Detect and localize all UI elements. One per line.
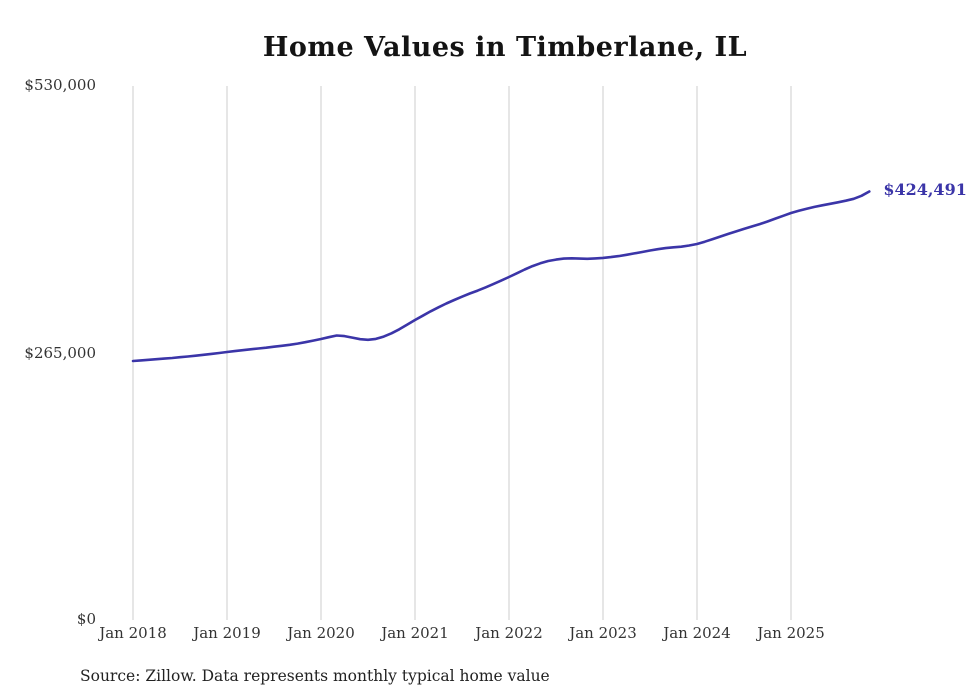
x-axis-tick-label: Jan 2020 xyxy=(287,624,355,642)
home-value-line xyxy=(131,190,871,363)
y-axis-tick-label: $530,000 xyxy=(24,76,96,94)
y-axis-tick-label: $265,000 xyxy=(24,344,96,362)
chart-title: Home Values in Timberlane, IL xyxy=(262,32,748,63)
x-axis-tick-label: Jan 2018 xyxy=(99,624,167,642)
current-value-label: $424,491 xyxy=(883,179,967,199)
y-axis-tick-label: $0 xyxy=(76,610,96,628)
x-axis-tick-label: Jan 2024 xyxy=(663,624,731,642)
x-axis-tick-label: Jan 2021 xyxy=(381,624,449,642)
x-axis-tick-label: Jan 2023 xyxy=(569,624,637,642)
source-note: Source: Zillow. Data represents monthly … xyxy=(80,667,550,685)
x-axis-tick-label: Jan 2025 xyxy=(757,624,825,642)
x-axis-tick-label: Jan 2019 xyxy=(193,624,261,642)
x-axis-tick-label: Jan 2022 xyxy=(475,624,543,642)
